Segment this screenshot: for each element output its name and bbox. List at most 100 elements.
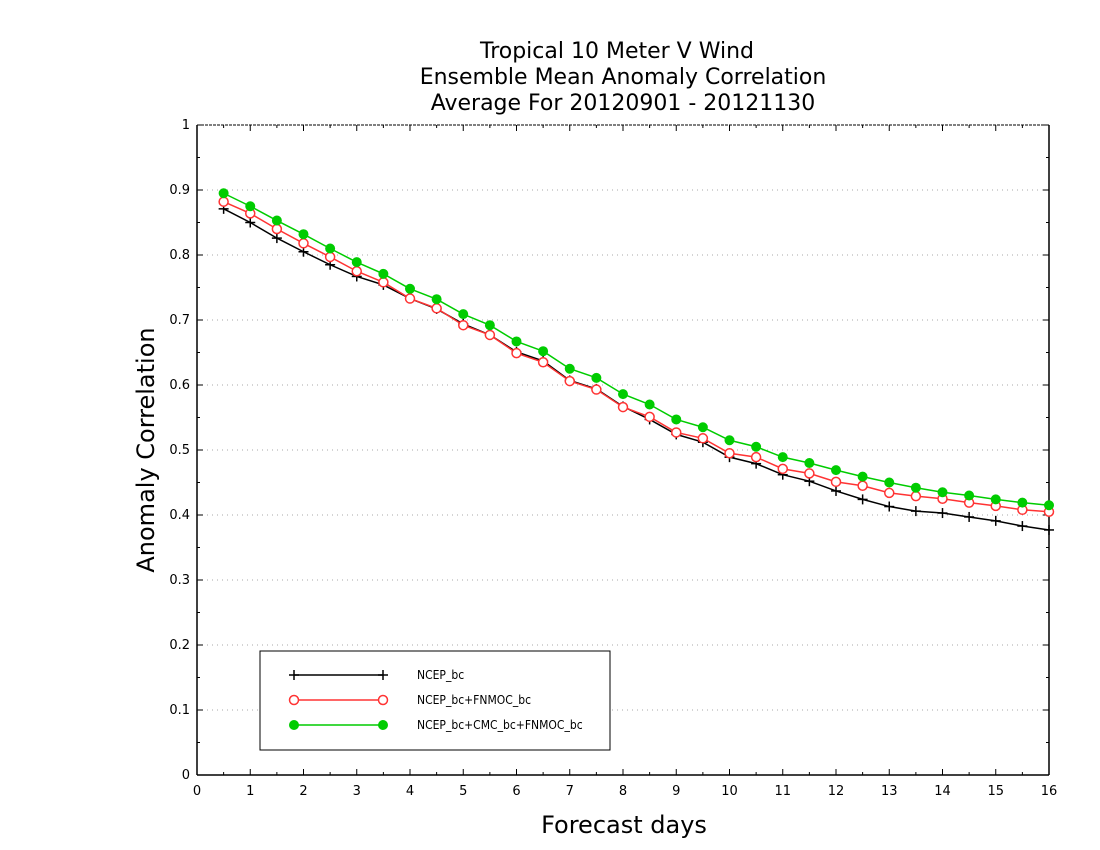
data-point [511, 336, 522, 347]
series-1 [218, 196, 1055, 517]
series-2 [218, 188, 1054, 511]
data-point [777, 452, 788, 463]
data-point [484, 329, 496, 341]
data-point [431, 294, 442, 305]
data-point [1044, 524, 1054, 535]
legend-marker [289, 720, 299, 730]
data-point [804, 458, 815, 468]
y-tick-label-0.4: 0.4 [169, 508, 190, 523]
data-point [990, 515, 1001, 526]
y-axis-label: Anomaly Correlation [132, 327, 160, 572]
data-point [964, 511, 975, 522]
data-point [830, 476, 842, 488]
data-point [1017, 521, 1028, 532]
data-point [831, 485, 841, 496]
chart-title-line-3: Average For 20120901 - 20121130 [431, 91, 816, 116]
data-point [351, 266, 362, 277]
legend-entry-2: NCEP_bc+CMC_bc+FNMOC_bc [289, 718, 583, 732]
y-tick-label-0.1: 0.1 [169, 703, 190, 718]
data-series [218, 188, 1055, 535]
data-point [857, 480, 868, 491]
data-point [538, 346, 549, 357]
data-point [831, 465, 841, 476]
data-point [271, 233, 282, 244]
data-point [564, 375, 575, 387]
series-line-1 [223, 201, 1050, 513]
x-tick-label-6: 6 [512, 784, 520, 799]
data-point [218, 196, 229, 207]
data-point [404, 293, 416, 304]
series-line-2 [223, 192, 1050, 506]
data-point [1044, 500, 1054, 511]
data-point [351, 257, 362, 268]
data-point [271, 223, 283, 235]
x-tick-label-1: 1 [246, 784, 254, 799]
x-tick-labels: 0 1 2 3 4 5 6 7 8 9 10 11 12 13 14 15 16 [193, 784, 1057, 799]
chart-title: Tropical 10 Meter V Wind Ensemble Mean A… [420, 39, 827, 116]
data-point [937, 508, 948, 519]
x-tick-label-7: 7 [566, 784, 574, 799]
grid-lines [197, 189, 1049, 711]
x-tick-label-0: 0 [193, 784, 201, 799]
data-point [857, 471, 868, 482]
x-tick-label-16: 16 [1041, 784, 1058, 799]
data-point [964, 490, 975, 501]
data-point [591, 384, 602, 395]
x-tick-label-14: 14 [934, 784, 951, 799]
data-point [271, 215, 282, 226]
data-point [378, 268, 389, 279]
data-point [218, 188, 229, 199]
legend: NCEP_bc NCEP_bc+FNMOC_bc NCEP_bc+CMC_bc+FN… [259, 650, 611, 751]
series-0 [218, 203, 1054, 535]
legend-label-1: NCEP_bc+FNMOC_bc [417, 693, 531, 707]
data-point [990, 494, 1001, 505]
data-point [937, 487, 948, 498]
chart-title-line-1: Tropical 10 Meter V Wind [479, 39, 754, 64]
legend-marker [288, 694, 300, 706]
data-point [724, 448, 735, 459]
x-tick-label-3: 3 [353, 784, 361, 799]
data-point [1017, 497, 1028, 508]
x-tick-label-9: 9 [672, 784, 680, 799]
y-tick-label-1: 1 [182, 118, 190, 133]
axes [196, 124, 1050, 776]
legend-marker [378, 720, 388, 730]
data-point [324, 251, 336, 263]
data-point [405, 283, 415, 294]
y-tick-label-0.7: 0.7 [169, 313, 190, 328]
data-point [671, 427, 682, 438]
x-tick-label-10: 10 [721, 784, 738, 799]
data-point [857, 494, 868, 505]
data-point [697, 422, 708, 433]
data-point [777, 463, 788, 475]
y-tick-label-0: 0 [182, 768, 190, 783]
data-point [618, 389, 628, 400]
data-point [644, 399, 655, 410]
legend-marker [378, 670, 388, 680]
series-line-0 [223, 208, 1050, 531]
x-axis-label: Forecast days [541, 811, 707, 839]
legend-marker [377, 694, 389, 706]
data-point [910, 482, 921, 493]
data-point [298, 238, 309, 249]
x-tick-label-2: 2 [299, 784, 307, 799]
data-point [751, 441, 762, 452]
legend-entry-1: NCEP_bc+FNMOC_bc [288, 693, 531, 707]
x-tick-label-8: 8 [619, 784, 627, 799]
x-tick-label-13: 13 [881, 784, 898, 799]
data-point [564, 363, 575, 374]
data-point [910, 490, 922, 502]
x-tick-label-4: 4 [406, 784, 414, 799]
data-point [484, 320, 495, 331]
legend-entry-0: NCEP_bc [289, 668, 464, 682]
data-point [298, 229, 309, 240]
data-point [591, 372, 602, 383]
data-point [245, 201, 256, 212]
data-point [378, 277, 389, 288]
y-tick-labels: 0 0.1 0.2 0.3 0.4 0.5 0.6 0.7 0.8 0.9 1 [169, 118, 190, 783]
legend-marker [289, 670, 299, 680]
data-point [458, 309, 469, 320]
data-point [431, 303, 442, 314]
data-point [910, 506, 921, 517]
